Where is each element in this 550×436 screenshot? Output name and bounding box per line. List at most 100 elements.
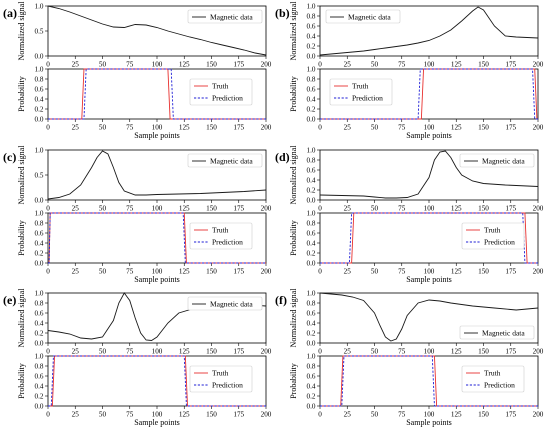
panel-e-signal-x-tick-label: 0 bbox=[46, 348, 50, 356]
panel-c-probability-y-tick-label: 1.0 bbox=[35, 210, 44, 218]
panel-a-probability-y-tick-label: 0.4 bbox=[35, 96, 44, 104]
panel-a-probability-legend-label: Truth bbox=[212, 82, 229, 91]
panel-f-probability-legend: Truth Prediction bbox=[461, 365, 525, 393]
panel-c-probability-legend-label: Truth bbox=[212, 226, 229, 235]
panel-a-signal-x-tick-label: 75 bbox=[126, 61, 134, 69]
panel-d-probability-y-tick-label: 1.0 bbox=[307, 210, 316, 218]
panel-a-tag: (a) bbox=[3, 6, 17, 20]
panel-b-probability-y-tick-label: 1.0 bbox=[307, 66, 316, 74]
panel-e-signal-legend-label: Magnetic data bbox=[210, 300, 253, 309]
panel-c-probability-y-tick-label: 0.8 bbox=[35, 220, 44, 228]
panel-b-signal-y-tick-label: 0.4 bbox=[307, 33, 316, 41]
panel-a-probability-x-tick-label: 50 bbox=[99, 124, 107, 132]
panel-d-signal-x-tick-label: 25 bbox=[344, 205, 352, 213]
panel-b-probability-x-tick-label: 0 bbox=[318, 124, 322, 132]
panel-a-probability-x-tick-label: 150 bbox=[206, 124, 217, 132]
panel-e-signal-legend: Magnetic data bbox=[187, 296, 263, 311]
panel-c-signal-x-tick-label: 50 bbox=[99, 205, 107, 213]
panel-d-signal-x-tick-label: 150 bbox=[478, 205, 489, 213]
panel-e-signal-y-tick-label: 0.6 bbox=[35, 310, 44, 318]
panel-e-probability-y-tick-label: 0.4 bbox=[35, 383, 44, 391]
panel-f-probability-x-tick-label: 150 bbox=[478, 411, 489, 419]
panel-f-probability-x-tick-label: 75 bbox=[398, 411, 406, 419]
panel-e-probability-x-tick-label: 200 bbox=[261, 411, 272, 419]
panel-b-signal-x-tick-label: 100 bbox=[424, 61, 435, 69]
panel-f-signal-x-tick-label: 150 bbox=[478, 348, 489, 356]
panel-e-signal-y-tick-label: 0.4 bbox=[35, 320, 44, 328]
panel-a-signal-x-tick-label: 125 bbox=[179, 61, 190, 69]
panel-a-probability-x-tick-label: 175 bbox=[233, 124, 244, 132]
panel-f-probability-x-tick-label: 0 bbox=[318, 411, 322, 419]
panel-b-signal-x-tick-label: 75 bbox=[398, 61, 406, 69]
panel-a-signal-series-magnetic-data bbox=[47, 5, 267, 56]
panel-f-signal-y-tick-label: 0.4 bbox=[307, 320, 316, 328]
panel-f-signal-y-axis-label: Normalized signal bbox=[289, 288, 298, 348]
panel-d-probability-y-tick-label: 0.2 bbox=[307, 250, 316, 258]
panel-b-probability-x-tick-label: 50 bbox=[371, 124, 379, 132]
panel-a-signal-x-tick-label: 25 bbox=[72, 61, 80, 69]
panel-e-probability-legend-label: Truth bbox=[212, 369, 229, 378]
panel-d-signal-x-tick-label: 175 bbox=[505, 205, 516, 213]
panel-e-probability-y-tick-label: 0.0 bbox=[35, 403, 44, 411]
panel-e-probability-legend-label: Prediction bbox=[212, 381, 243, 390]
panel-e-probability-x-tick-label: 0 bbox=[46, 411, 50, 419]
panel-e-probability-y-tick-label: 0.8 bbox=[35, 363, 44, 371]
panel-c-signal-legend-label: Magnetic data bbox=[210, 157, 253, 166]
panel-d-tag: (d) bbox=[275, 150, 290, 164]
panel-c-signal-x-tick-label: 150 bbox=[206, 205, 217, 213]
panel-e-probability-x-tick-label: 100 bbox=[152, 411, 163, 419]
panel-f: (f) 0 25 50 75 100 125 150 175 200 0.0 0.2 0.4 0.6 0.8… bbox=[275, 288, 544, 427]
panel-d-signal-x-tick-label: 100 bbox=[424, 205, 435, 213]
panel-b-signal-y-tick-label: 0.6 bbox=[307, 23, 316, 31]
panel-d-signal-legend-frame bbox=[459, 153, 535, 168]
panel-a-probability-x-tick-label: 75 bbox=[126, 124, 134, 132]
panel-f-signal-x-tick-label: 50 bbox=[371, 348, 379, 356]
panel-c-signal-series-magnetic-data bbox=[47, 150, 267, 200]
panel-e-signal-x-tick-label: 200 bbox=[261, 348, 272, 356]
panel-c-signal-x-tick-label: 75 bbox=[126, 205, 134, 213]
panel-e: (e) 0 25 50 75 100 125 150 175 200 0.0 0.2 0.4 0.6 0.8… bbox=[3, 288, 272, 427]
panel-e-signal-x-tick-label: 125 bbox=[179, 348, 190, 356]
panel-b-signal-x-tick-label: 175 bbox=[505, 61, 516, 69]
panel-d-signal-x-tick-label: 0 bbox=[318, 205, 322, 213]
panel-f-probability-y-tick-label: 0.6 bbox=[307, 373, 316, 381]
panel-d-signal-y-tick-label: 0.8 bbox=[307, 157, 316, 165]
panel-b-signal-x-tick-label: 25 bbox=[344, 61, 352, 69]
panel-a-probability-x-tick-label: 200 bbox=[261, 124, 272, 132]
panel-a-probability-series-prediction bbox=[48, 68, 266, 120]
panel-a-signal-y-tick-label: 0.5 bbox=[35, 28, 44, 36]
panel-e-signal-x-tick-label: 25 bbox=[72, 348, 80, 356]
panel-b-probability-x-tick-label: 25 bbox=[344, 124, 352, 132]
panel-b-signal-y-tick-label: 0.8 bbox=[307, 13, 316, 21]
panel-f-signal-x-tick-label: 125 bbox=[451, 348, 462, 356]
panel-d-probability-x-tick-label: 150 bbox=[478, 268, 489, 276]
panel-b-signal-y-tick-label: 0.2 bbox=[307, 43, 316, 51]
panel-f-probability-x-tick-label: 200 bbox=[533, 411, 544, 419]
panel-b-probability-x-tick-label: 150 bbox=[478, 124, 489, 132]
panel-f-signal-x-tick-label: 25 bbox=[344, 348, 352, 356]
panel-f-tag: (f) bbox=[275, 293, 287, 307]
panel-a-probability-legend-label: Prediction bbox=[212, 94, 243, 103]
panel-f-probability-y-tick-label: 0.8 bbox=[307, 363, 316, 371]
panel-c-probability-x-tick-label: 25 bbox=[72, 268, 80, 276]
panel-e-signal-y-axis-label: Normalized signal bbox=[17, 288, 26, 348]
panel-c-probability-y-tick-label: 0.2 bbox=[35, 250, 44, 258]
panel-b-signal-x-tick-label: 200 bbox=[533, 61, 544, 69]
panel-c-probability-y-tick-label: 0.4 bbox=[35, 240, 44, 248]
panel-c-signal-x-tick-label: 175 bbox=[233, 205, 244, 213]
panel-d-signal-y-tick-label: 0.2 bbox=[307, 187, 316, 195]
panel-f-signal-x-tick-label: 175 bbox=[505, 348, 516, 356]
panel-c-probability-x-tick-label: 100 bbox=[152, 268, 163, 276]
panel-b-signal-legend-frame bbox=[325, 9, 401, 24]
panel-b-probability-legend-frame bbox=[329, 78, 393, 106]
panel-b-signal-x-tick-label: 0 bbox=[318, 61, 322, 69]
panel-b-probability-y-tick-label: 0.0 bbox=[307, 116, 316, 124]
panel-b: (b) 0 25 50 75 100 125 150 175 200 0.0 0.2 0.4 0.6 0.8… bbox=[275, 1, 544, 140]
panel-e-probability-x-tick-label: 175 bbox=[233, 411, 244, 419]
panel-a-signal-y-tick-label: 1.0 bbox=[35, 3, 44, 11]
panel-a-probability-legend: Truth Prediction bbox=[189, 78, 253, 106]
panel-b-signal-legend: Magnetic data bbox=[325, 9, 401, 24]
panel-b-signal-x-tick-label: 125 bbox=[451, 61, 462, 69]
panel-c-signal-y-tick-label: 0.5 bbox=[35, 172, 44, 180]
panel-f-probability-y-tick-label: 1.0 bbox=[307, 353, 316, 361]
